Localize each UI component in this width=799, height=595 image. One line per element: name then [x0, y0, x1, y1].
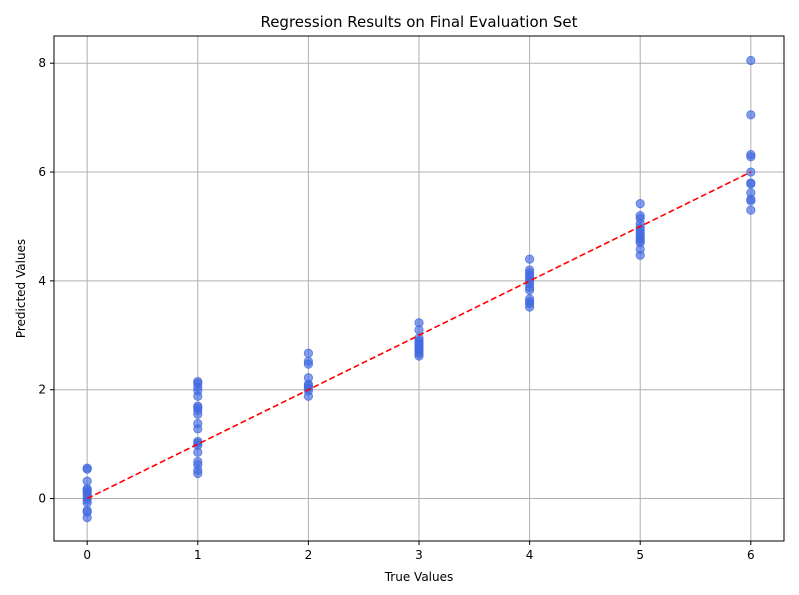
- data-point: [414, 351, 424, 361]
- data-point: [82, 476, 92, 486]
- reference-line: [86, 171, 752, 500]
- data-point: [193, 409, 203, 419]
- y-axis-ticks: 0 2 4 6 8: [38, 56, 54, 506]
- data-point: [82, 464, 92, 474]
- data-point: [525, 254, 535, 264]
- x-axis-ticks: 0 1 2 3 4 5 6: [83, 541, 755, 562]
- data-point: [746, 152, 756, 162]
- x-tick-label: 6: [747, 548, 755, 562]
- y-tick-label: 4: [38, 274, 46, 288]
- data-point: [635, 250, 645, 260]
- data-point: [82, 498, 92, 508]
- data-point: [193, 424, 203, 434]
- data-point: [746, 205, 756, 215]
- data-point: [82, 513, 92, 523]
- x-tick-label: 3: [415, 548, 423, 562]
- data-point: [746, 110, 756, 120]
- data-point: [193, 391, 203, 401]
- data-point: [414, 325, 424, 335]
- y-tick-label: 0: [38, 492, 46, 506]
- data-point: [303, 391, 313, 401]
- data-point: [746, 55, 756, 66]
- y-tick-label: 6: [38, 165, 46, 179]
- x-tick-label: 5: [636, 548, 644, 562]
- x-axis-label: True Values: [384, 570, 454, 584]
- data-point: [193, 447, 203, 457]
- data-points: [82, 55, 756, 523]
- y-tick-label: 8: [38, 56, 46, 70]
- data-point: [303, 348, 313, 358]
- y-tick-label: 2: [38, 383, 46, 397]
- data-point: [525, 302, 535, 312]
- x-tick-label: 4: [526, 548, 534, 562]
- data-point: [303, 359, 313, 369]
- data-point: [746, 196, 756, 206]
- x-tick-label: 0: [83, 548, 91, 562]
- chart-title: Regression Results on Final Evaluation S…: [260, 13, 577, 31]
- data-point: [193, 468, 203, 479]
- data-point: [635, 199, 645, 209]
- data-point: [746, 179, 756, 189]
- data-point: [525, 285, 535, 295]
- x-tick-label: 2: [305, 548, 313, 562]
- x-tick-label: 1: [194, 548, 202, 562]
- y-axis-label: Predicted Values: [14, 239, 28, 338]
- reference-line-path: [86, 171, 752, 500]
